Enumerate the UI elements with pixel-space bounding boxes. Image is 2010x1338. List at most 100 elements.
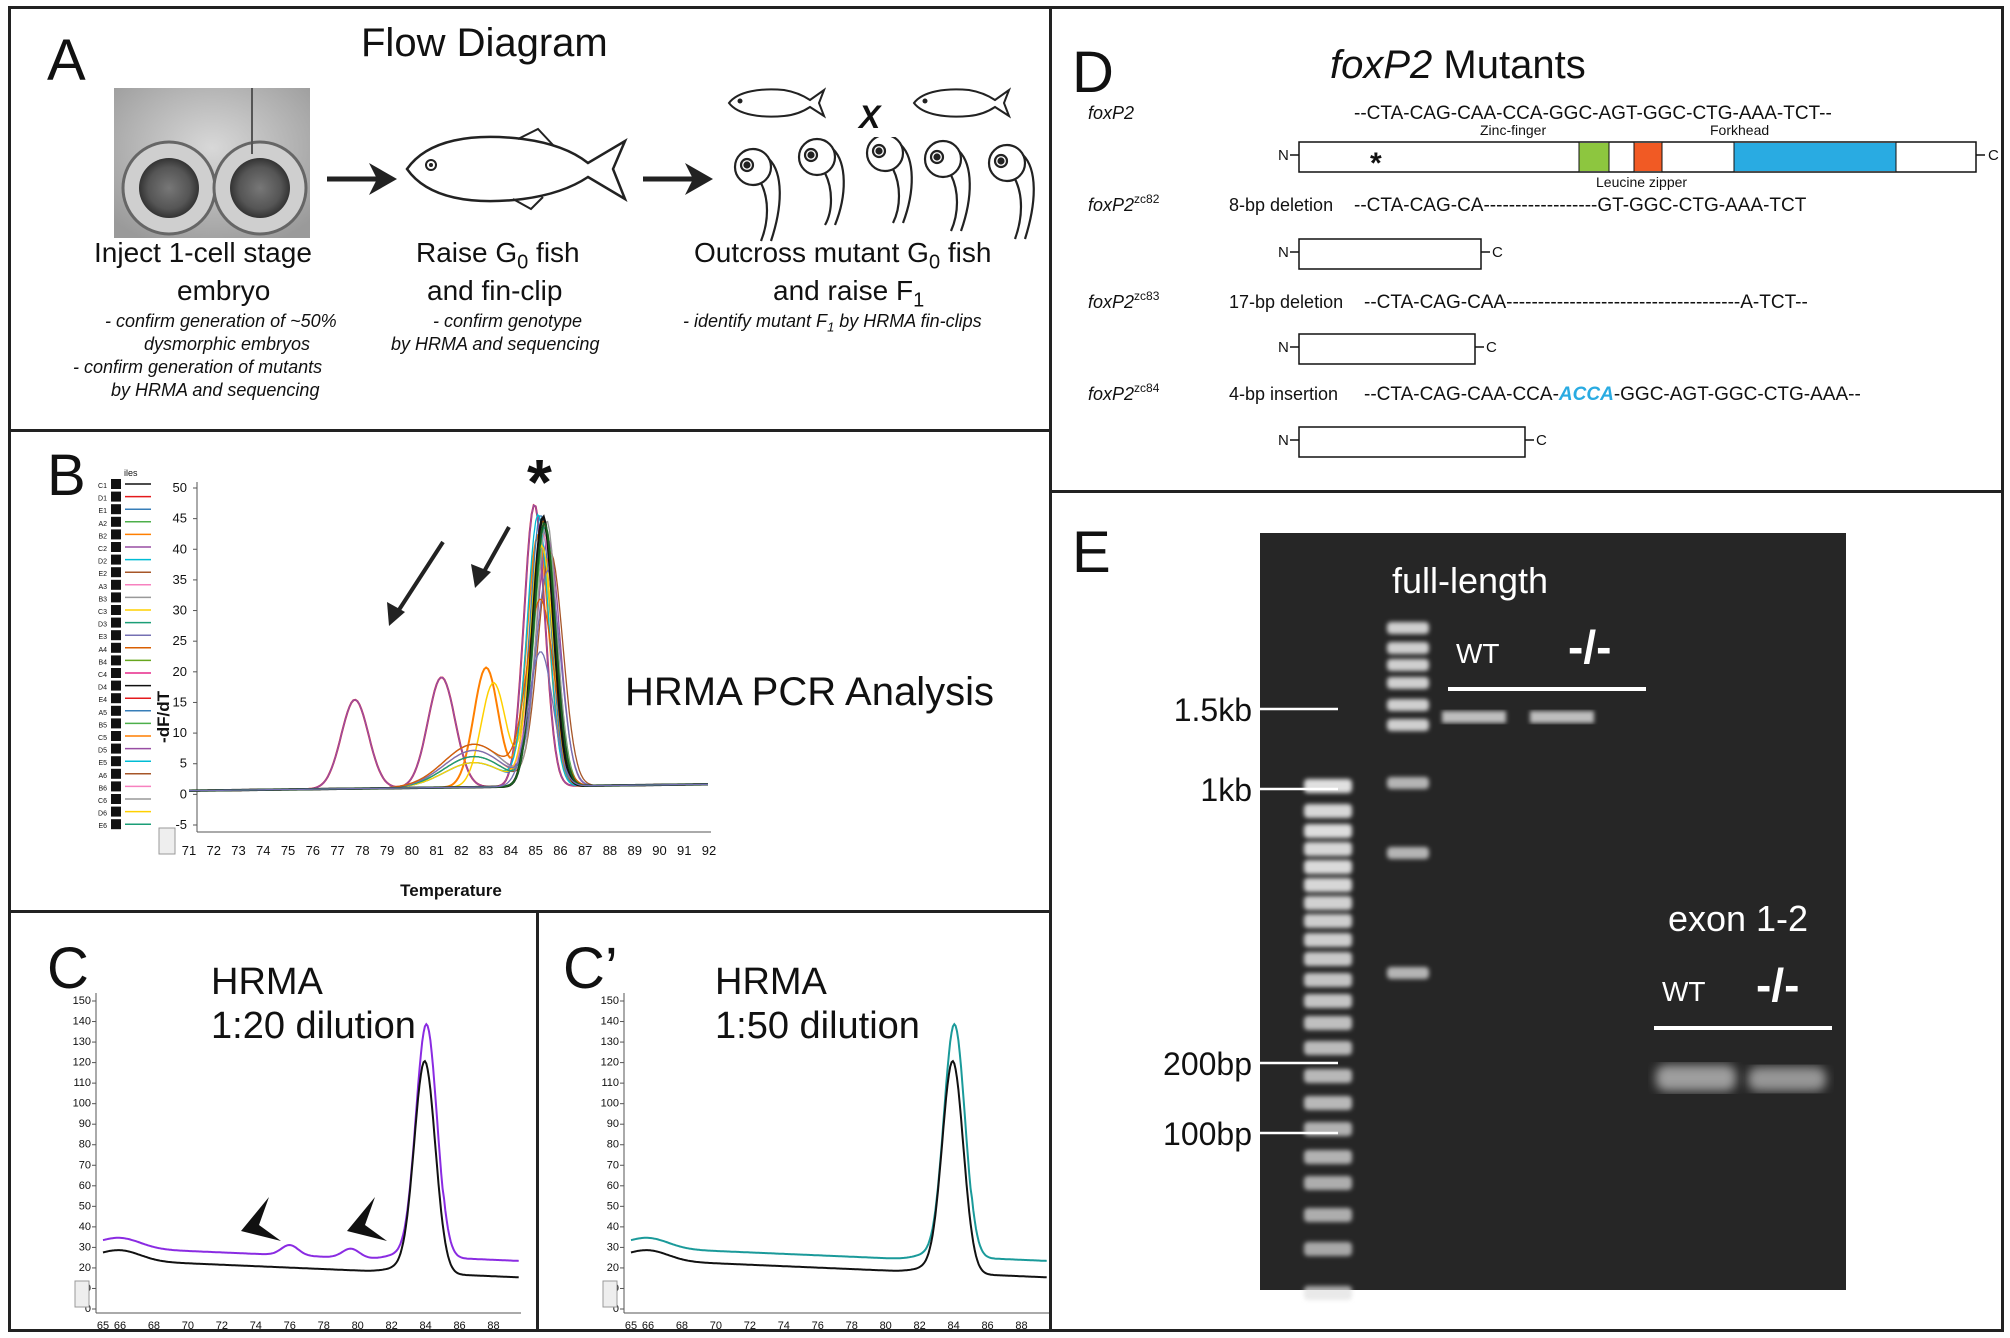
melt-curve [189,552,708,792]
legend-checkbox[interactable] [111,605,121,615]
legend-checkbox[interactable] [111,806,121,817]
mut-label-1: -/- [1568,621,1611,673]
ladder-band [1304,842,1352,856]
hrma-c2-label1: HRMA [715,961,827,1003]
legend-checkbox[interactable] [111,756,121,767]
legend-well-label: E1 [98,508,107,515]
leucine-zipper-label: Leucine zipper [1596,174,1687,190]
legend-checkbox[interactable] [111,516,121,527]
gel-background [1260,533,1846,1290]
legend-checkbox[interactable] [111,705,121,716]
panel-a-letter: A [47,28,86,93]
x-tick-label: 68 [676,1320,688,1332]
step3-line2: and raise F1 [773,275,925,312]
legend-checkbox[interactable] [111,693,121,704]
legend-checkbox[interactable] [111,794,121,804]
legend-well-label: D3 [98,622,107,629]
x-tick-label: 92 [702,843,716,858]
legend-checkbox[interactable] [111,542,121,552]
zoom-control[interactable] [74,1280,90,1308]
wt-sequence: --CTA-CAG-CAA-CCA-GGC-AGT-GGC-CTG-AAA-TC… [1354,103,1832,124]
y-tick-label: 100 [601,1098,619,1110]
exon-label: exon 1-2 [1668,898,1808,939]
x-tick-label: 89 [627,843,641,858]
ladder-band [1387,967,1429,979]
legend-checkbox[interactable] [111,529,121,540]
panel-c-prime: C’ HRMA 1:50 dilution 150 140 130 120 110 100… [536,910,1052,1332]
legend-checkbox[interactable] [111,781,121,792]
legend-well-label: D1 [98,496,107,503]
c-terminus: C [1536,432,1547,449]
x-tick-label: 80 [405,843,419,858]
x-tick-label: 75 [281,843,295,858]
x-tick-label: 86 [453,1320,465,1332]
legend-well-label: E3 [98,634,107,641]
band-wt-full [1442,711,1506,723]
y-tick-label: 140 [601,1016,619,1028]
step1-line1: Inject 1-cell stage [94,237,312,268]
legend-checkbox[interactable] [111,731,121,741]
legend-checkbox[interactable] [111,617,121,628]
legend-checkbox[interactable] [111,655,121,666]
legend-checkbox[interactable] [111,680,121,691]
legend-well-label: D6 [98,811,107,818]
mutant-zc82-protein-bar [1298,238,1482,270]
hrma-c-label2: 1:20 dilution [211,1005,416,1047]
arrow-right-icon [643,163,713,195]
c-terminus: C [1486,339,1497,356]
arrow-icon [387,540,445,626]
legend-well-label: B4 [98,659,107,666]
legend-checkbox[interactable] [111,768,121,779]
x-tick-label: 68 [148,1320,160,1332]
legend-checkbox[interactable] [111,642,121,653]
ladder-band [1304,804,1352,818]
y-tick-label: 20 [173,664,187,679]
panel-b-letter: B [47,443,86,508]
x-tick-label: 82 [914,1320,926,1332]
ladder-band [1304,878,1352,892]
forkhead-label: Forkhead [1710,122,1769,138]
marker-label: 1.5kb [1174,692,1252,728]
ladder-band [1304,914,1352,928]
y-tick-label: 30 [79,1241,91,1253]
y-tick-label: 90 [79,1118,91,1130]
melt-curve [102,1022,519,1262]
x-tick-label: 85 [528,843,542,858]
legend-checkbox[interactable] [111,491,121,502]
legend-well-label: D2 [98,559,107,566]
legend-well-label: C3 [98,609,107,616]
legend-checkbox[interactable] [111,668,121,678]
legend-checkbox[interactable] [111,567,121,578]
y-tick-label: 50 [79,1200,91,1212]
x-tick-label: 91 [677,843,691,858]
step1-note1: - confirm generation of ~50% [105,311,337,331]
ladder-band [1304,896,1352,910]
legend-checkbox[interactable] [111,579,121,590]
panel-c-letter: C [47,936,89,1001]
y-tick-label: 0 [613,1303,619,1315]
legend-checkbox[interactable] [111,630,121,641]
panel-b: B HRMA PCR Analysis * iles -dF/dT Temper… [8,429,1052,913]
legend-checkbox[interactable] [111,554,121,565]
step2-note1: - confirm genotype [433,311,583,331]
ladder-band [1304,1242,1352,1256]
legend-checkbox[interactable] [111,819,121,830]
mutant-zc82-desc: 8-bp deletion [1229,195,1333,215]
legend-checkbox[interactable] [111,743,121,754]
arrowhead-icon [241,1197,281,1241]
legend-checkbox[interactable] [111,479,121,489]
legend-checkbox[interactable] [111,504,121,515]
y-tick-label: -5 [175,817,187,832]
melt-curve [189,514,708,792]
legend-checkbox[interactable] [111,718,121,729]
ladder-band [1304,994,1352,1008]
zoom-control[interactable] [602,1280,618,1308]
ladder-band [1304,1016,1352,1030]
ladder-band [1304,933,1352,947]
melt-curve [630,1059,1047,1279]
zinc-finger-domain [1579,143,1609,171]
y-tick-label: 40 [173,541,187,556]
c-terminus: C [1988,147,1999,164]
legend-checkbox[interactable] [111,592,121,603]
hrma-c2-label2: 1:50 dilution [715,1005,920,1047]
